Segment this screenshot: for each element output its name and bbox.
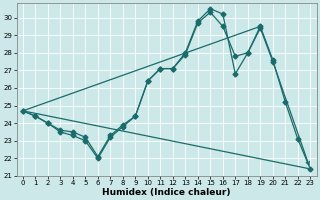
X-axis label: Humidex (Indice chaleur): Humidex (Indice chaleur) bbox=[102, 188, 231, 197]
